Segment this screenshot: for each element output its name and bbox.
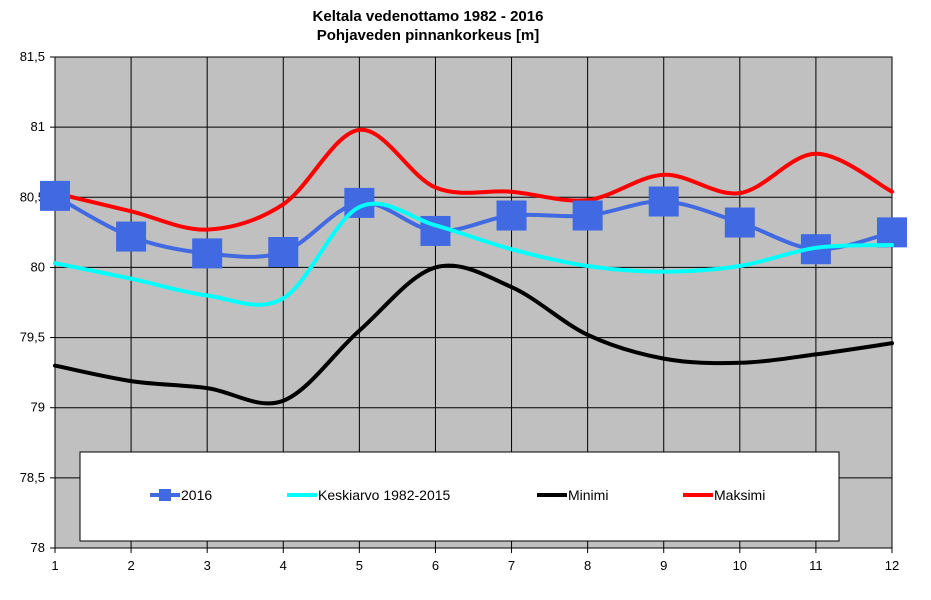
legend-label: 2016 xyxy=(181,487,212,503)
y-tick-label: 78 xyxy=(31,540,45,555)
x-tick-label: 6 xyxy=(432,558,439,573)
series-minimi xyxy=(53,263,894,406)
series-keskiarvo-1982-2015 xyxy=(53,201,894,307)
legend-item: Minimi xyxy=(537,487,608,503)
y-tick-label: 79 xyxy=(31,400,45,415)
legend-label: Minimi xyxy=(568,487,608,503)
chart-title: Keltala vedenottamo 1982 - 2016 xyxy=(313,8,544,25)
y-tick-label: 80,5 xyxy=(20,189,45,204)
x-tick-label: 10 xyxy=(733,558,747,573)
series-line xyxy=(53,263,894,406)
x-tick-label: 11 xyxy=(809,558,823,573)
y-tick-label: 81,5 xyxy=(20,49,45,64)
legend-item: Maksimi xyxy=(683,487,765,503)
legend-label: Keskiarvo 1982-2015 xyxy=(318,487,451,503)
y-tick-label: 78,5 xyxy=(20,470,45,485)
x-tick-label: 2 xyxy=(127,558,134,573)
data-point-marker xyxy=(572,200,603,231)
x-tick-label: 3 xyxy=(204,558,211,573)
series-maksimi xyxy=(53,127,894,232)
series-2016 xyxy=(40,180,907,269)
series-line xyxy=(53,201,894,307)
legend-label: Maksimi xyxy=(714,487,765,503)
data-point-marker xyxy=(496,200,527,231)
data-point-marker xyxy=(724,207,755,238)
y-axis-ticks: 78 78,5 79 79,5 80 80,5 81 81,5 xyxy=(20,49,55,555)
series-line xyxy=(53,127,894,232)
x-tick-label: 5 xyxy=(356,558,363,573)
legend-item: 2016 xyxy=(150,487,212,503)
data-point-marker xyxy=(648,186,679,217)
x-tick-label: 8 xyxy=(584,558,591,573)
data-point-marker xyxy=(116,221,147,252)
data-point-marker xyxy=(40,180,70,211)
x-tick-label: 7 xyxy=(508,558,515,573)
series-layer xyxy=(40,127,907,406)
data-point-marker xyxy=(268,236,299,267)
y-tick-label: 81 xyxy=(31,119,45,134)
data-point-marker xyxy=(192,238,223,269)
legend: 2016 Keskiarvo 1982-2015 Minimi Maksimi xyxy=(79,451,840,542)
x-tick-label: 12 xyxy=(885,558,899,573)
legend-swatch-marker xyxy=(159,489,171,501)
x-tick-label: 4 xyxy=(280,558,287,573)
x-axis-ticks: 1 2 3 4 5 6 7 8 9 10 11 12 xyxy=(51,548,899,573)
data-point-marker xyxy=(877,217,907,248)
y-tick-label: 80 xyxy=(31,259,45,274)
x-tick-label: 9 xyxy=(660,558,667,573)
grid xyxy=(54,56,893,549)
legend-item: Keskiarvo 1982-2015 xyxy=(287,487,451,503)
y-tick-label: 79,5 xyxy=(20,330,45,345)
chart-subtitle: Pohjaveden pinnankorkeus [m] xyxy=(317,27,540,44)
x-tick-label: 1 xyxy=(51,558,58,573)
